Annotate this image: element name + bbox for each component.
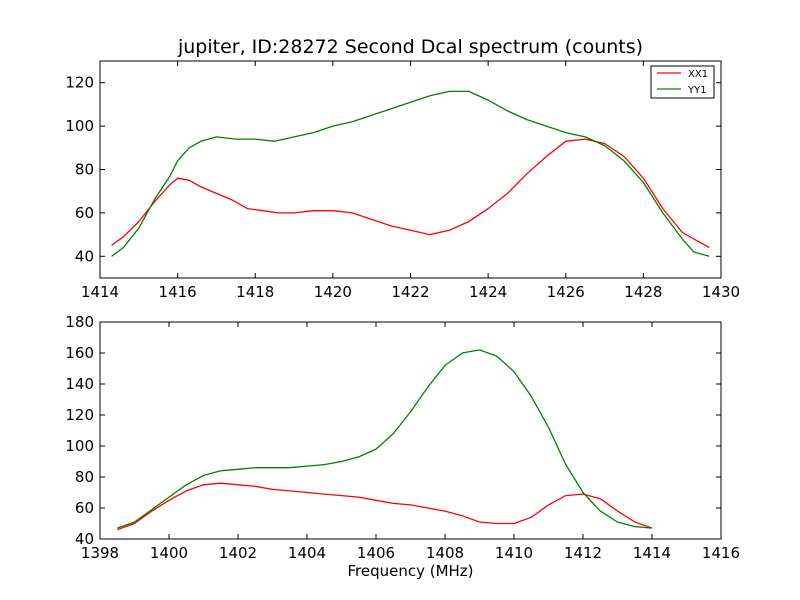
bottom-ytick-label: 160 bbox=[65, 344, 94, 362]
bottom-ytick-label: 140 bbox=[65, 375, 94, 393]
bottom-xtick-label: 1410 bbox=[495, 544, 533, 562]
top-panel: 1414 1416 1418 1420 1422 1424 1426 1428 1430 40 60… bbox=[65, 60, 740, 301]
bottom-ytick-label: 40 bbox=[75, 530, 94, 548]
legend-label-xx1: XX1 bbox=[688, 69, 708, 80]
bottom-xtick-label: 1416 bbox=[702, 544, 740, 562]
bottom-xtick-label: 1404 bbox=[288, 544, 326, 562]
bottom-xtick-label: 1400 bbox=[150, 544, 188, 562]
legend-label-yy1: YY1 bbox=[687, 85, 707, 96]
bottom-xtick-label: 1402 bbox=[219, 544, 257, 562]
bottom-ytick-label: 60 bbox=[75, 499, 94, 517]
top-line-yy1 bbox=[111, 90, 710, 257]
bottom-xtick-label: 1398 bbox=[81, 544, 119, 562]
top-xtick-label: 1420 bbox=[314, 283, 352, 301]
bottom-line-series-2 bbox=[117, 349, 653, 529]
top-ytick-label: 60 bbox=[75, 204, 94, 222]
bottom-ytick-label: 120 bbox=[65, 406, 94, 424]
legend: XX1 YY1 bbox=[650, 65, 715, 99]
bottom-line-series-1 bbox=[117, 482, 653, 531]
top-ticks: 1414 1416 1418 1420 1422 1424 1426 1428 1430 40 60… bbox=[65, 61, 740, 301]
top-ytick-label: 120 bbox=[65, 74, 94, 92]
bottom-panel: 1398 1400 1402 1404 1406 1408 1410 1412 1414 1416… bbox=[65, 313, 740, 562]
top-ytick-label: 100 bbox=[65, 117, 94, 135]
top-ytick-label: 80 bbox=[75, 161, 94, 179]
top-xtick-label: 1430 bbox=[702, 283, 740, 301]
bottom-ticks: 1398 1400 1402 1404 1406 1408 1410 1412 1414 1416… bbox=[65, 313, 740, 562]
top-ytick-label: 40 bbox=[75, 247, 94, 265]
top-xtick-label: 1428 bbox=[624, 283, 662, 301]
top-line-xx1 bbox=[111, 138, 710, 249]
top-series-group bbox=[111, 90, 710, 257]
bottom-xtick-label: 1414 bbox=[633, 544, 671, 562]
bottom-ytick-label: 80 bbox=[75, 468, 94, 486]
top-xtick-label: 1422 bbox=[391, 283, 429, 301]
top-xtick-label: 1426 bbox=[547, 283, 585, 301]
bottom-ytick-label: 180 bbox=[65, 313, 94, 331]
bottom-axes-frame bbox=[99, 321, 722, 540]
bottom-series-group bbox=[117, 349, 653, 531]
top-xtick-label: 1418 bbox=[236, 283, 274, 301]
legend-box bbox=[650, 65, 715, 99]
top-xtick-label: 1414 bbox=[81, 283, 119, 301]
x-axis-label: Frequency (MHz) bbox=[347, 562, 473, 580]
top-xtick-label: 1416 bbox=[159, 283, 197, 301]
bottom-ytick-label: 100 bbox=[65, 437, 94, 455]
bottom-xtick-label: 1406 bbox=[357, 544, 395, 562]
chart-title: jupiter, ID:28272 Second Dcal spectrum (… bbox=[177, 36, 643, 58]
bottom-xtick-label: 1412 bbox=[564, 544, 602, 562]
top-axes-frame bbox=[99, 60, 722, 279]
top-xtick-label: 1424 bbox=[469, 283, 507, 301]
bottom-xtick-label: 1408 bbox=[426, 544, 464, 562]
